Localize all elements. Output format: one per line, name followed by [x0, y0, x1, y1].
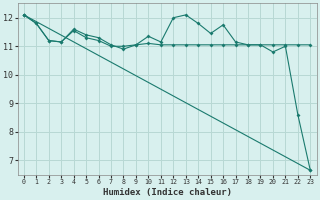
X-axis label: Humidex (Indice chaleur): Humidex (Indice chaleur)	[103, 188, 232, 197]
